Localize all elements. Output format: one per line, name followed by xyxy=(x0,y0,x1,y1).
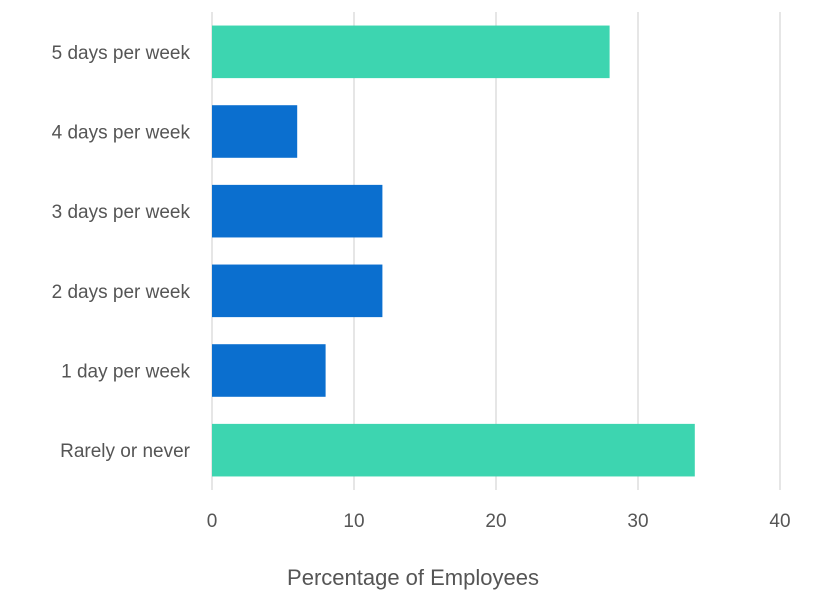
x-tick-labels: 0 10 20 30 40 xyxy=(207,511,791,532)
gridlines xyxy=(211,12,781,490)
bar xyxy=(212,423,695,477)
category-label: 2 days per week xyxy=(52,282,191,303)
bar xyxy=(212,25,610,79)
bar xyxy=(212,344,326,397)
bar xyxy=(212,105,298,158)
category-label: 4 days per week xyxy=(52,123,191,144)
bar xyxy=(212,264,383,318)
x-tick-label: 0 xyxy=(207,511,218,532)
category-label: 3 days per week xyxy=(52,202,191,223)
bars xyxy=(212,25,695,477)
x-tick-label: 20 xyxy=(485,511,506,532)
category-label: 1 day per week xyxy=(61,362,190,383)
x-tick-label: 10 xyxy=(343,511,364,532)
x-axis-title: Percentage of Employees xyxy=(287,565,539,590)
category-label: Rarely or never xyxy=(60,441,191,462)
bar xyxy=(212,184,383,238)
category-labels: 5 days per week 4 days per week 3 days per… xyxy=(52,43,191,462)
x-tick-label: 30 xyxy=(627,511,648,532)
x-tick-label: 40 xyxy=(769,511,790,532)
category-label: 5 days per week xyxy=(52,43,191,64)
